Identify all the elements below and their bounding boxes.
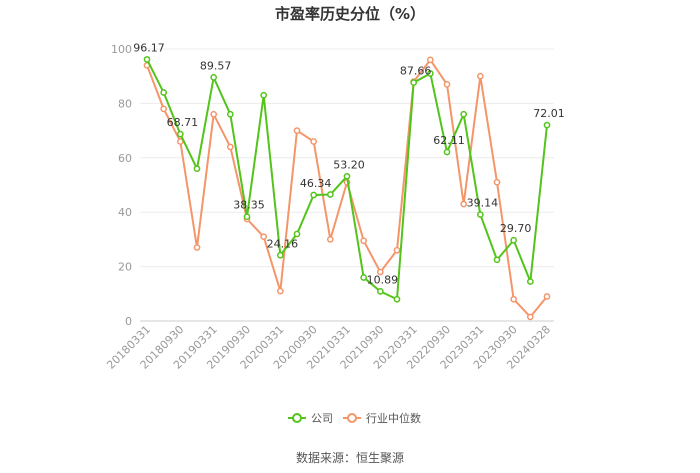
data-point[interactable] <box>493 256 501 264</box>
data-point[interactable] <box>193 244 201 251</box>
y-tick-label: 40 <box>118 206 132 219</box>
data-point[interactable] <box>360 237 368 245</box>
legend-marker-icon <box>292 413 302 423</box>
data-point[interactable] <box>160 105 168 113</box>
series-line <box>146 58 548 318</box>
data-label: 38.35 <box>233 199 265 212</box>
data-point[interactable] <box>376 288 384 295</box>
data-point[interactable] <box>260 233 268 241</box>
legend-label: 行业中位数 <box>366 411 421 425</box>
data-point[interactable] <box>426 70 434 77</box>
data-point[interactable] <box>526 278 534 285</box>
data-label: 68.71 <box>167 116 199 129</box>
data-label: 89.57 <box>200 59 232 72</box>
y-tick-label: 100 <box>111 43 132 56</box>
data-point[interactable] <box>443 148 451 156</box>
series-layer <box>143 56 551 321</box>
data-point[interactable] <box>210 110 218 118</box>
data-point[interactable] <box>476 211 484 218</box>
data-label: 10.89 <box>367 273 399 286</box>
data-point[interactable] <box>226 110 234 118</box>
data-point[interactable] <box>210 74 218 81</box>
data-point[interactable] <box>510 295 518 303</box>
legend-item-0[interactable]: 公司 <box>288 412 333 425</box>
data-point[interactable] <box>360 274 368 281</box>
data-point[interactable] <box>410 79 418 86</box>
y-tick-label: 0 <box>125 315 132 328</box>
data-label: 72.01 <box>533 107 565 120</box>
data-point[interactable] <box>543 121 551 129</box>
y-tick-label: 80 <box>118 97 132 110</box>
legend-marker-icon <box>347 413 357 423</box>
series-1 <box>143 56 551 321</box>
data-point[interactable] <box>526 313 534 321</box>
data-point[interactable] <box>543 293 551 300</box>
data-point[interactable] <box>460 200 468 208</box>
y-tick-label: 20 <box>118 261 132 274</box>
data-point[interactable] <box>243 213 251 221</box>
data-point[interactable] <box>376 268 384 276</box>
data-label: 24.16 <box>267 237 299 250</box>
data-label: 62.11 <box>433 134 465 147</box>
data-point[interactable] <box>143 56 151 63</box>
series-0 <box>143 56 551 303</box>
y-axis: 0 20 40 60 80 100 <box>111 43 132 328</box>
data-point[interactable] <box>493 178 501 186</box>
data-point[interactable] <box>193 165 201 173</box>
data-label: 39.14 <box>467 197 499 210</box>
data-label: 87.66 <box>400 65 432 78</box>
data-point[interactable] <box>276 251 284 259</box>
legend[interactable]: 公司 行业中位数 <box>288 411 421 425</box>
data-point[interactable] <box>310 191 318 199</box>
legend-item-1[interactable]: 行业中位数 <box>343 411 421 425</box>
data-point[interactable] <box>326 236 334 243</box>
data-point[interactable] <box>276 287 284 295</box>
data-label: 29.70 <box>500 222 532 235</box>
data-point[interactable] <box>160 89 168 96</box>
data-point[interactable] <box>510 236 518 244</box>
chart-title: 市盈率历史分位（%） <box>275 5 425 23</box>
data-point[interactable] <box>260 91 268 99</box>
data-point[interactable] <box>310 138 318 145</box>
data-point[interactable] <box>460 110 468 118</box>
data-point[interactable] <box>343 172 351 180</box>
y-tick-label: 60 <box>118 152 132 165</box>
legend-label: 公司 <box>311 412 333 425</box>
data-point[interactable] <box>476 72 484 80</box>
data-point[interactable] <box>393 246 401 254</box>
data-point[interactable] <box>226 143 234 151</box>
data-point[interactable] <box>443 81 451 88</box>
data-point[interactable] <box>176 130 184 138</box>
data-point[interactable] <box>293 230 301 238</box>
data-point[interactable] <box>393 295 401 303</box>
data-point[interactable] <box>293 127 301 134</box>
data-point[interactable] <box>426 56 434 64</box>
data-source: 数据来源：恒生聚源 <box>296 450 404 465</box>
data-label: 53.20 <box>333 158 365 171</box>
data-point[interactable] <box>326 191 334 198</box>
x-axis: 2018033120180930201903312019093020200331… <box>104 323 553 372</box>
data-label: 46.34 <box>300 177 332 190</box>
data-label: 96.17 <box>133 41 165 54</box>
